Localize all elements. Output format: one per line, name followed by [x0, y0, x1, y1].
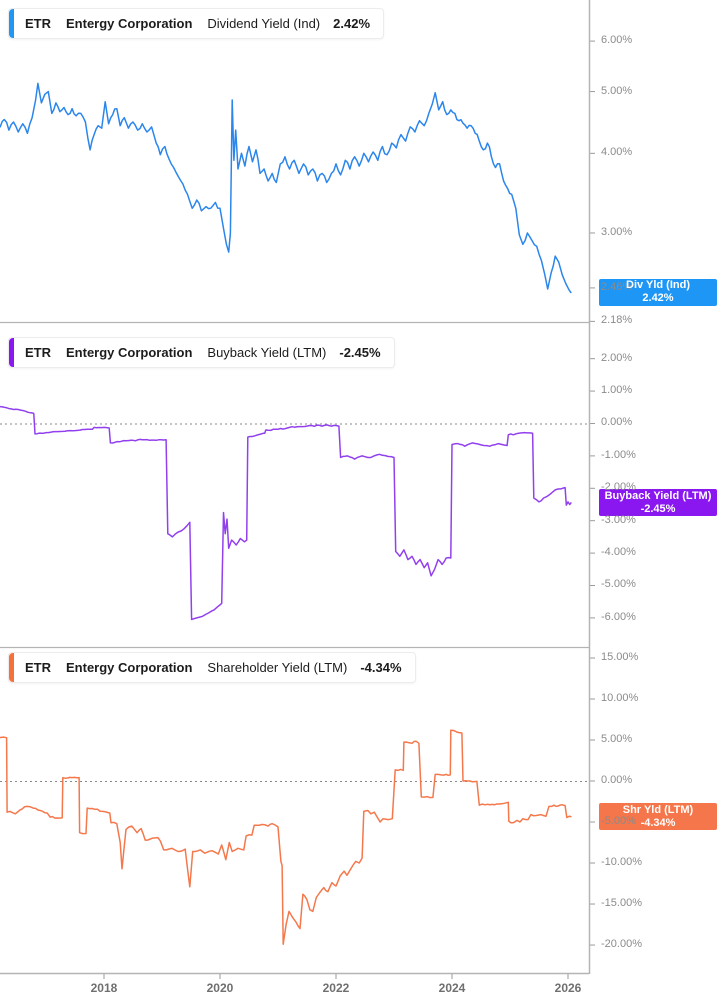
ticker-label: ETR: [25, 345, 51, 360]
metric-value: -4.34%: [360, 660, 402, 675]
badge-value: -4.34%: [640, 816, 676, 829]
time-axis-tick-label: 2026: [554, 981, 582, 995]
company-label: Entergy Corporation: [66, 16, 193, 31]
shareholder-yield-badge-bg: [599, 803, 717, 831]
time-axis-tick-label: 2022: [322, 981, 350, 995]
shareholder-yield-badge: Shr Yld (LTM) -4.34%: [599, 803, 717, 830]
ticker-label: ETR: [25, 16, 51, 31]
badge-value: -2.45%: [640, 502, 676, 515]
buyback-yield-badge-bg: [599, 489, 717, 517]
shareholder-yield-header[interactable]: ETR Entergy Corporation Shareholder Yiel…: [8, 652, 416, 683]
metric-label: Shareholder Yield (LTM): [207, 660, 348, 675]
ticker-label: ETR: [25, 660, 51, 675]
badge-series-label: Div Yld (Ind): [626, 279, 690, 292]
series-color-bar: [9, 653, 14, 682]
dividend-yield-header[interactable]: ETR Entergy Corporation Dividend Yield (…: [8, 8, 385, 39]
company-label: Entergy Corporation: [66, 660, 193, 675]
metric-value: -2.45%: [339, 345, 381, 360]
metric-label: Buyback Yield (LTM): [207, 345, 327, 360]
series-color-bar: [9, 338, 14, 367]
metric-label: Dividend Yield (Ind): [207, 16, 321, 31]
time-axis-tick-label: 2020: [206, 981, 234, 995]
buyback-yield-badge: Buyback Yield (LTM) -2.45%: [599, 489, 717, 516]
time-axis-tick-label: 2024: [438, 981, 466, 995]
buyback-yield-header[interactable]: ETR Entergy Corporation Buyback Yield (L…: [8, 337, 395, 368]
time-axis[interactable]: 2018 2020 2022 2024 2026: [0, 973, 717, 1005]
badge-value: 2.42%: [642, 292, 674, 305]
company-label: Entergy Corporation: [66, 345, 193, 360]
badge-series-label: Buyback Yield (LTM): [604, 489, 712, 502]
series-color-bar: [9, 9, 14, 38]
metric-value: 2.42%: [333, 16, 371, 31]
dividend-yield-badge-bg: [599, 278, 717, 306]
dividend-yield-badge: Div Yld (Ind) 2.42%: [599, 279, 717, 306]
badge-series-label: Shr Yld (LTM): [622, 803, 694, 816]
time-axis-tick-label: 2018: [90, 981, 118, 995]
